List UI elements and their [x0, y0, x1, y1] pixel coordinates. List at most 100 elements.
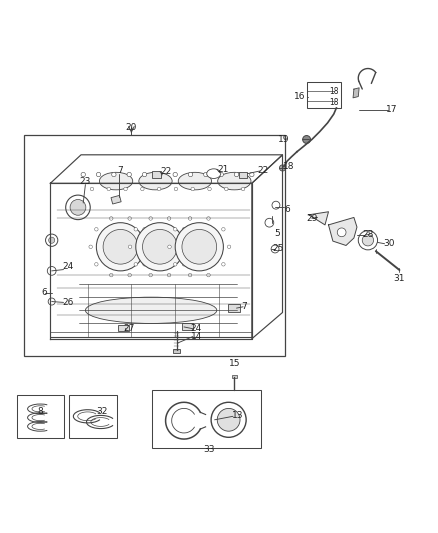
- Circle shape: [191, 187, 194, 191]
- Circle shape: [272, 201, 280, 209]
- Text: 27: 27: [124, 324, 135, 333]
- Circle shape: [303, 135, 311, 143]
- Circle shape: [222, 228, 225, 231]
- Circle shape: [167, 273, 171, 277]
- Circle shape: [112, 172, 116, 177]
- Text: 6: 6: [284, 205, 290, 214]
- Ellipse shape: [218, 172, 251, 190]
- Text: 16: 16: [294, 92, 306, 101]
- Circle shape: [141, 187, 144, 191]
- Text: 24: 24: [62, 262, 74, 271]
- Circle shape: [188, 172, 193, 177]
- Circle shape: [358, 231, 378, 250]
- Polygon shape: [328, 217, 357, 246]
- Circle shape: [158, 172, 162, 177]
- Text: 29: 29: [306, 214, 318, 223]
- Circle shape: [90, 187, 94, 191]
- Text: 28: 28: [362, 230, 374, 239]
- Bar: [24, 135, 285, 356]
- Text: 30: 30: [383, 239, 395, 248]
- Circle shape: [265, 219, 274, 227]
- Circle shape: [136, 223, 184, 271]
- Circle shape: [142, 172, 147, 177]
- Text: 21: 21: [218, 165, 229, 174]
- Circle shape: [70, 199, 86, 215]
- Text: 22: 22: [257, 166, 268, 175]
- Circle shape: [149, 273, 152, 277]
- Circle shape: [217, 408, 240, 431]
- Text: 20: 20: [126, 123, 137, 132]
- Text: 18: 18: [283, 162, 295, 171]
- Circle shape: [143, 263, 146, 266]
- Circle shape: [227, 245, 231, 248]
- Circle shape: [134, 263, 138, 266]
- Text: 19: 19: [278, 135, 290, 144]
- Bar: [182, 324, 193, 330]
- Circle shape: [279, 165, 286, 171]
- Circle shape: [127, 172, 131, 177]
- Text: 24: 24: [191, 324, 202, 333]
- Text: 18: 18: [329, 98, 339, 107]
- Circle shape: [211, 402, 246, 437]
- Text: 23: 23: [80, 176, 91, 185]
- Text: 26: 26: [62, 298, 74, 307]
- Bar: [69, 395, 117, 438]
- Circle shape: [182, 263, 186, 266]
- Bar: [232, 375, 237, 378]
- Circle shape: [168, 245, 171, 248]
- Text: 13: 13: [232, 411, 243, 420]
- Circle shape: [103, 229, 138, 264]
- Circle shape: [219, 172, 223, 177]
- Circle shape: [175, 223, 223, 271]
- Circle shape: [225, 187, 228, 191]
- Circle shape: [142, 229, 177, 264]
- Circle shape: [128, 273, 131, 277]
- Circle shape: [208, 187, 211, 191]
- Circle shape: [107, 187, 110, 191]
- Circle shape: [49, 237, 55, 243]
- Circle shape: [173, 228, 177, 231]
- Circle shape: [271, 245, 279, 253]
- Bar: [228, 304, 240, 312]
- Circle shape: [207, 217, 210, 220]
- Text: 7: 7: [117, 166, 124, 175]
- Circle shape: [234, 172, 239, 177]
- Ellipse shape: [178, 172, 212, 190]
- Bar: [118, 325, 129, 332]
- Circle shape: [149, 217, 152, 220]
- Polygon shape: [353, 88, 359, 98]
- Circle shape: [96, 223, 145, 271]
- Circle shape: [143, 228, 146, 231]
- Text: 7: 7: [241, 302, 247, 311]
- Text: 33: 33: [204, 445, 215, 454]
- Circle shape: [167, 217, 171, 220]
- Ellipse shape: [139, 172, 172, 190]
- Text: 22: 22: [160, 166, 171, 175]
- Bar: [111, 196, 121, 204]
- Circle shape: [222, 263, 225, 266]
- Bar: [152, 391, 261, 448]
- Text: 5: 5: [274, 229, 280, 238]
- Circle shape: [96, 172, 101, 177]
- Circle shape: [148, 245, 152, 248]
- Circle shape: [110, 273, 113, 277]
- Ellipse shape: [99, 172, 133, 190]
- Text: 8: 8: [37, 407, 43, 416]
- Circle shape: [81, 172, 85, 177]
- Circle shape: [188, 217, 192, 220]
- Circle shape: [128, 245, 132, 248]
- Text: 32: 32: [96, 407, 107, 416]
- Circle shape: [207, 273, 210, 277]
- Circle shape: [173, 263, 177, 266]
- Circle shape: [182, 228, 186, 231]
- Circle shape: [182, 229, 217, 264]
- Text: 17: 17: [386, 105, 398, 114]
- Circle shape: [250, 172, 254, 177]
- Circle shape: [157, 187, 161, 191]
- Text: 25: 25: [272, 245, 283, 254]
- Text: 6: 6: [41, 288, 47, 297]
- Bar: [239, 172, 247, 179]
- Circle shape: [89, 245, 92, 248]
- Circle shape: [134, 228, 138, 231]
- Circle shape: [241, 187, 245, 191]
